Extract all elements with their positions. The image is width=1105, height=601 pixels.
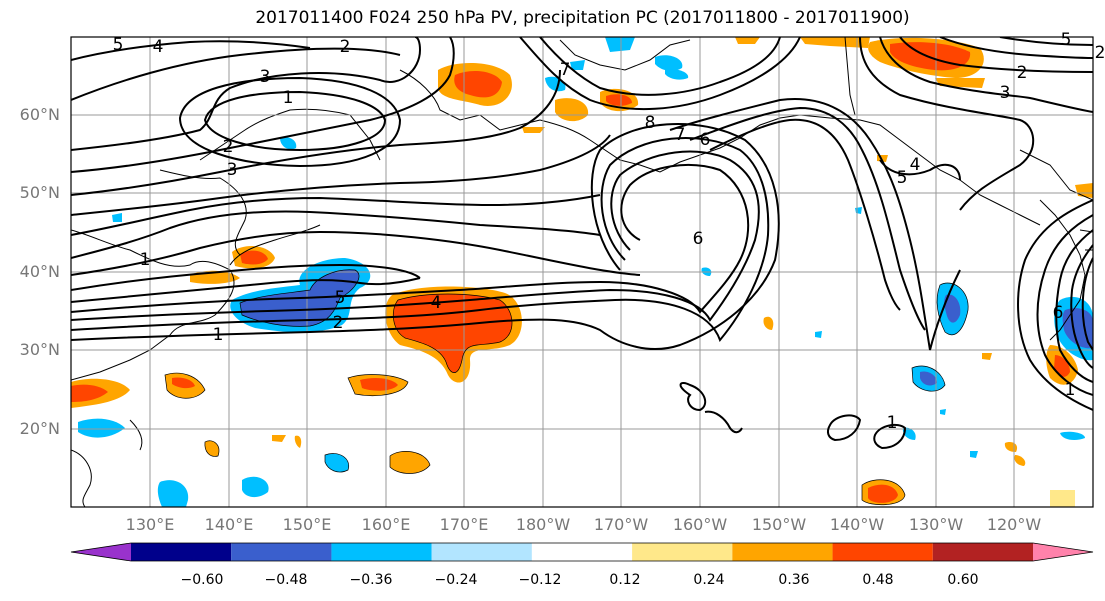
lon-label-170e: 170°E [439, 515, 489, 534]
contour-label: 5 [335, 288, 346, 308]
contour-label: 4 [153, 37, 164, 57]
contour-label: 6 [1053, 303, 1064, 323]
colorbar-tick-label: −0.12 [518, 572, 562, 588]
colorbar-tick-label: −0.36 [349, 572, 393, 588]
contour-label: 2 [340, 37, 351, 57]
contour-label: 3 [227, 160, 238, 180]
colorbar-tick-label: 0.48 [862, 572, 894, 588]
contour-label: 6 [700, 130, 711, 150]
lon-label-150w: 150°W [751, 515, 807, 534]
lon-label-160w: 160°W [672, 515, 728, 534]
contour-label: 1 [140, 250, 151, 270]
contour-label: 8 [645, 113, 656, 133]
contour-label: 2 [223, 137, 234, 157]
contour-label: 1 [887, 413, 898, 433]
lon-label-150e: 150°E [282, 515, 332, 534]
colorbar-segment [431, 543, 532, 561]
map-title: 2017011400 F024 250 hPa PV, precipitatio… [255, 8, 910, 28]
contour-label: 3 [260, 67, 271, 87]
lat-label-20n: 20°N [19, 419, 60, 438]
lat-label-40n: 40°N [19, 262, 60, 281]
contour-label: 5 [113, 35, 124, 55]
colorbar-tick-label: 0.24 [693, 572, 725, 588]
colorbar-segment [231, 543, 332, 561]
colorbar-tick-label: 0.60 [947, 572, 979, 588]
lon-label-140e: 140°E [204, 515, 254, 534]
colorbar-segment [632, 543, 733, 561]
contour-label: 5 [1061, 30, 1072, 50]
colorbar-extension-high [1033, 543, 1093, 561]
colorbar-tick-label: 0.36 [778, 572, 810, 588]
colorbar-tick-label: −0.60 [180, 572, 224, 588]
contour-label: 5 [897, 168, 908, 188]
colorbar-tick-label: −0.24 [434, 572, 478, 588]
lon-label-160e: 160°E [361, 515, 411, 534]
precip-shading [71, 37, 1093, 507]
contour-label: 2 [1017, 63, 1028, 83]
lat-label-30n: 30°N [19, 340, 60, 359]
colorbar-segment [932, 543, 1033, 561]
colorbar-outline [70, 542, 1094, 562]
colorbar-segment [732, 543, 833, 561]
colorbar-segment [832, 543, 933, 561]
colorbar-segment [531, 543, 633, 561]
colorbar [70, 542, 1094, 562]
pv-contours [71, 37, 1093, 450]
map-plot-area [71, 37, 1093, 507]
contour-label: 6 [693, 229, 704, 249]
contour-label: 1 [283, 88, 294, 108]
colorbar-segment [131, 543, 232, 561]
colorbar-extension-low [71, 543, 131, 561]
contour-label: 2 [333, 313, 344, 333]
contour-label: 1 [1065, 380, 1076, 400]
lon-label-130w: 130°W [908, 515, 964, 534]
lon-label-170w: 170°W [593, 515, 649, 534]
contour-label: 2 [1095, 43, 1105, 63]
lon-label-180w: 180°W [515, 515, 571, 534]
precip-outlines [164, 269, 969, 506]
colorbar-segment [331, 543, 432, 561]
contour-label: 7 [675, 125, 686, 145]
lat-label-60n: 60°N [19, 105, 60, 124]
colorbar-tick-label: 0.12 [609, 572, 641, 588]
contour-label: 3 [1000, 83, 1011, 103]
contour-label: 1 [213, 325, 224, 345]
lat-label-50n: 50°N [19, 183, 60, 202]
lon-label-140w: 140°W [829, 515, 885, 534]
contour-label: 4 [431, 293, 442, 313]
lon-label-130e: 130°E [125, 515, 175, 534]
lon-label-120w: 120°W [986, 515, 1042, 534]
colorbar-tick-label: −0.48 [264, 572, 308, 588]
plot-frame [70, 36, 1094, 508]
contour-label: 4 [910, 155, 921, 175]
contour-label: 7 [560, 60, 571, 80]
